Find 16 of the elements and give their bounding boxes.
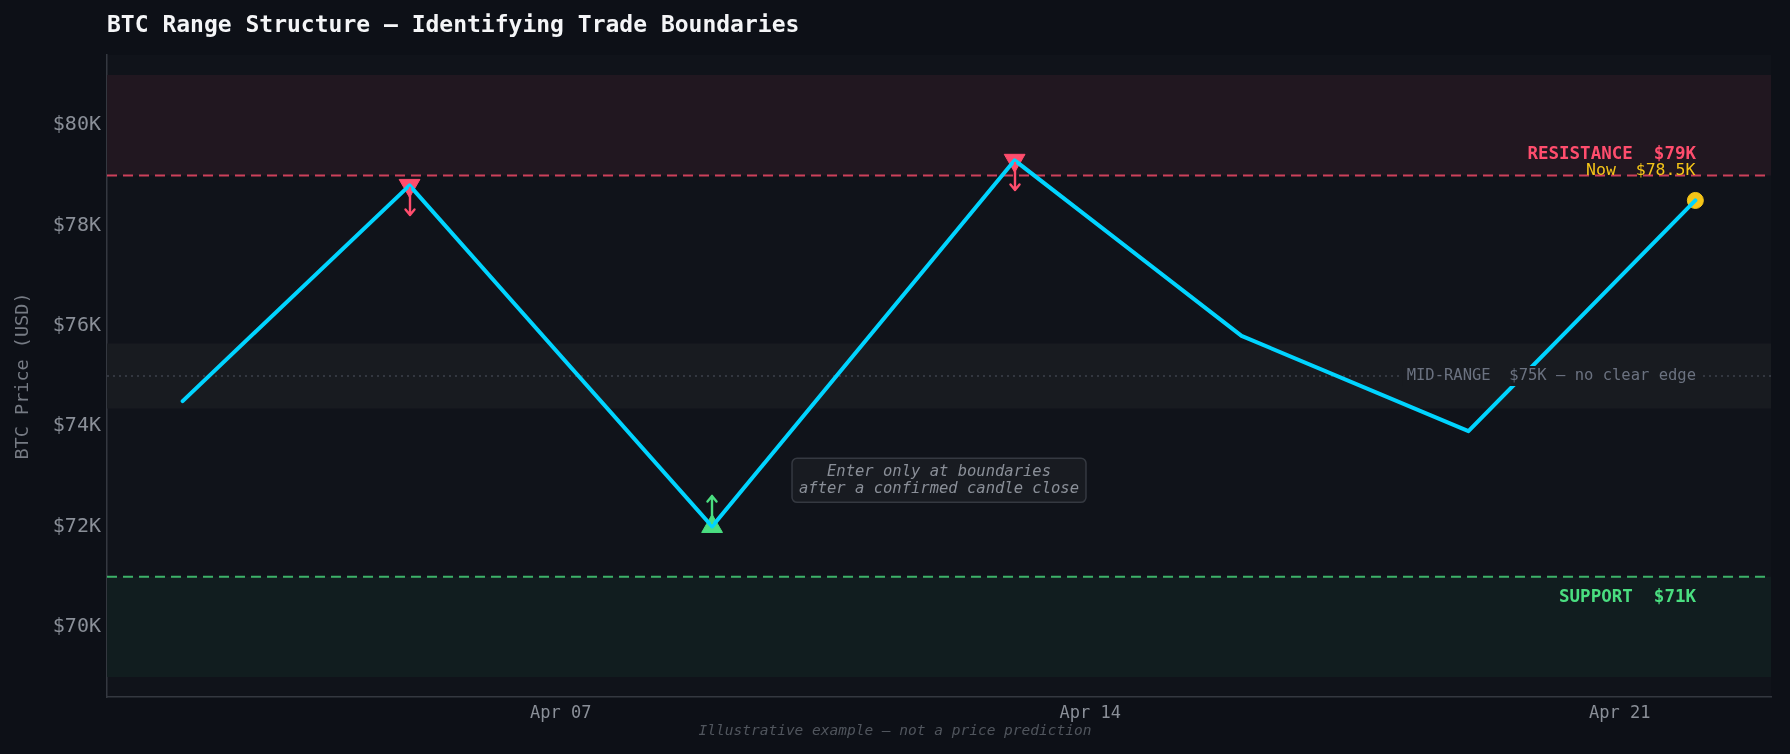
x-tick-label: Apr 21 — [1589, 701, 1651, 722]
y-tick-label: $78K — [52, 211, 101, 236]
text: Illustrative example — not a price prediction — [698, 721, 1092, 738]
y-axis-title: BTC Price (USD) — [10, 292, 32, 460]
chart-title: BTC Range Structure — Identifying Trade Boundaries — [107, 10, 800, 37]
ref-line-label: RESISTANCE $79K — [1527, 142, 1697, 163]
y-tick-label: $74K — [52, 412, 101, 437]
y-tick-label: $70K — [52, 612, 101, 637]
ref-line-label: SUPPORT $71K — [1559, 586, 1697, 607]
x-tick-label: Apr 07 — [530, 701, 592, 722]
y-tick-label: $76K — [52, 312, 101, 337]
annotation: Enter only at boundaries after a confirmed candle close — [799, 461, 1079, 497]
y-tick-label: $72K — [52, 512, 101, 537]
y-tick-label: $80K — [52, 111, 101, 136]
ref-line-label: MID-RANGE $75K — no clear edge — [1406, 366, 1696, 385]
x-tick-label: Apr 14 — [1059, 701, 1121, 722]
